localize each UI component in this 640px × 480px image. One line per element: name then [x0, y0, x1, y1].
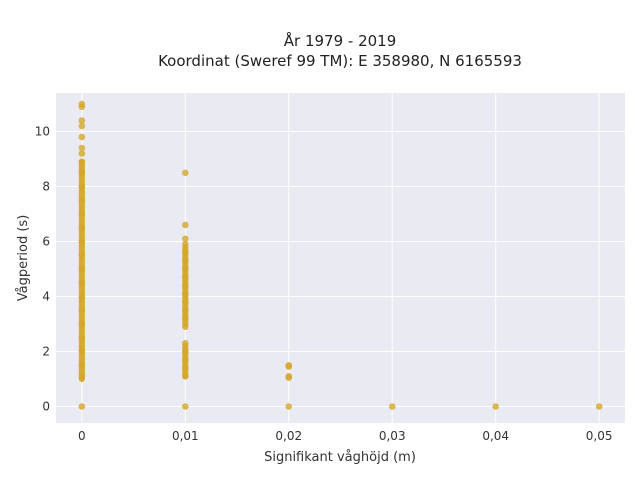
x-tick-label: 0,04	[482, 429, 509, 443]
data-point	[78, 224, 86, 232]
y-tick-label: 0	[42, 400, 50, 414]
data-point	[78, 403, 86, 410]
data-point	[78, 372, 86, 380]
data-point	[78, 117, 86, 124]
x-tick-label: 0,02	[275, 429, 302, 443]
plot-area	[56, 93, 625, 423]
data-point	[182, 339, 189, 347]
data-point	[182, 265, 189, 273]
x-tick-labels: 0 0,01 0,02 0,03 0,04 0,05	[78, 429, 612, 443]
y-tick-label: 8	[42, 180, 50, 194]
data-point	[78, 210, 86, 218]
y-tick-labels: 0 2 4 6 8 10	[35, 125, 50, 414]
data-point	[182, 273, 189, 281]
data-points	[78, 100, 603, 410]
data-point	[78, 158, 86, 166]
x-tick-label: 0,05	[586, 429, 613, 443]
data-point	[182, 356, 189, 364]
data-point	[78, 169, 86, 177]
data-point	[182, 235, 189, 243]
data-point	[78, 348, 86, 355]
data-point	[285, 403, 293, 410]
x-tick-label: 0,01	[172, 429, 199, 443]
data-point	[78, 100, 86, 108]
x-tick-label: 0	[78, 429, 86, 443]
data-point	[182, 221, 189, 229]
y-axis-label: Vågperiod (s)	[16, 215, 31, 302]
data-point	[182, 298, 189, 306]
data-point	[182, 315, 189, 322]
x-tick-label: 0,03	[379, 429, 406, 443]
data-point	[78, 144, 86, 152]
data-point	[78, 279, 86, 287]
data-point	[78, 122, 86, 130]
data-point	[285, 361, 293, 369]
data-point	[78, 334, 86, 342]
chart-title-line-2: Koordinat (Sweref 99 TM): E 358980, N 61…	[158, 52, 522, 70]
data-point	[78, 183, 86, 190]
data-point	[182, 249, 189, 256]
data-point	[182, 257, 189, 265]
data-point	[182, 169, 189, 177]
data-point	[78, 265, 86, 273]
data-point	[182, 282, 189, 289]
data-point	[285, 372, 293, 380]
data-point	[182, 240, 189, 248]
data-point	[78, 293, 86, 300]
data-point	[78, 251, 86, 259]
data-point	[182, 348, 189, 355]
y-gridlines	[56, 131, 625, 407]
data-point	[182, 403, 189, 410]
data-point	[182, 306, 189, 314]
data-point	[78, 238, 86, 245]
data-point	[388, 403, 396, 410]
y-tick-label: 2	[42, 345, 50, 359]
data-point	[182, 323, 189, 331]
data-point	[492, 403, 499, 410]
data-point	[78, 320, 86, 328]
data-point	[595, 403, 603, 410]
y-tick-label: 6	[42, 235, 50, 249]
data-point	[78, 361, 86, 369]
chart-title-line-1: År 1979 - 2019	[284, 31, 397, 50]
y-tick-label: 4	[42, 290, 50, 304]
data-point	[182, 364, 189, 372]
data-point	[78, 150, 86, 157]
data-point	[182, 290, 189, 298]
data-point	[78, 196, 86, 204]
data-point	[78, 306, 86, 314]
data-point	[182, 372, 189, 380]
data-point	[78, 133, 86, 141]
y-tick-label: 10	[35, 125, 50, 139]
x-axis-label: Signifikant våghöjd (m)	[264, 450, 416, 465]
